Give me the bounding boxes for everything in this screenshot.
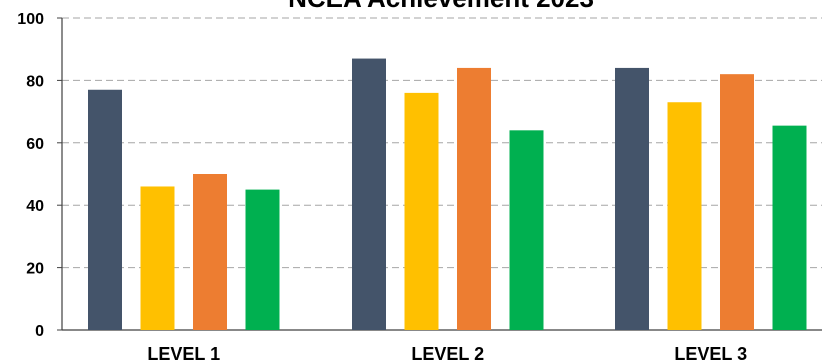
y-tick-label: 80 <box>26 73 44 90</box>
x-category-label: LEVEL 3 <box>674 344 747 363</box>
bar-1-3 <box>193 174 227 330</box>
gridlines <box>62 17 822 269</box>
x-category-label: LEVEL 1 <box>147 344 220 363</box>
bar-2-2 <box>404 92 439 330</box>
y-tick-label: 100 <box>17 11 44 28</box>
y-tick-label: 40 <box>26 198 44 215</box>
bar-3-4 <box>772 125 807 330</box>
bar-1-1 <box>88 89 122 330</box>
y-tick-labels: 0 20 40 60 80 100 <box>17 11 44 340</box>
bar-3-2 <box>667 102 702 331</box>
x-category-label: LEVEL 2 <box>411 344 484 363</box>
bar-2-1 <box>352 58 386 331</box>
bar-2-4 <box>509 130 544 330</box>
bar-1-4 <box>245 189 280 330</box>
chart-title: NCEA Achievement 2023 <box>288 0 594 13</box>
y-tick-label: 60 <box>26 136 44 153</box>
bars <box>88 58 807 331</box>
bar-2-3 <box>457 67 491 331</box>
x-category-labels: LEVEL 1 LEVEL 2 LEVEL 3 <box>147 344 747 363</box>
y-tick-label: 20 <box>26 261 44 278</box>
bar-3-3 <box>720 74 754 330</box>
bar-3-1 <box>615 67 649 331</box>
y-tick-label: 0 <box>35 323 44 340</box>
bar-1-2 <box>140 186 175 330</box>
